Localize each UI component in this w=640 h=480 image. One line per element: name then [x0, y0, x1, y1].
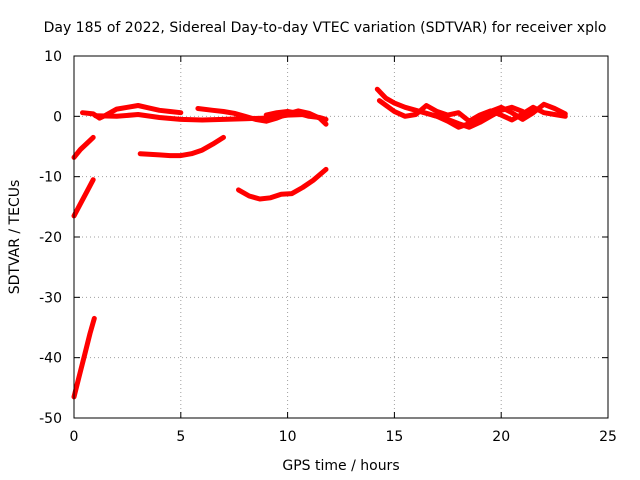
series-near-zero-d [263, 109, 329, 122]
series-late-b [376, 98, 568, 124]
x-tick-label: 0 [70, 429, 79, 445]
series-mid-arc [137, 134, 226, 159]
series-steep-low [71, 315, 97, 400]
series-lower-arc [236, 166, 329, 202]
y-tick-label: -30 [39, 290, 62, 306]
x-tick-label: 10 [279, 429, 297, 445]
series-late-c [430, 104, 526, 130]
series-layer [71, 86, 568, 400]
y-tick-label: 10 [44, 49, 62, 65]
tick-layer: 0 5 10 15 20 25 10 0 -10 -20 -30 -40 -50 [39, 49, 617, 445]
y-tick-label: -50 [39, 411, 62, 427]
series-steep-mid [71, 177, 96, 219]
y-tick-label: -20 [39, 230, 62, 246]
x-axis-label: GPS time / hours [282, 458, 399, 474]
x-tick-label: 25 [599, 429, 617, 445]
x-tick-label: 5 [176, 429, 185, 445]
x-tick-label: 15 [385, 429, 403, 445]
series-near-zero-c [195, 106, 329, 127]
y-axis-label: SDTVAR / TECUs [7, 180, 23, 295]
chart-title: Day 185 of 2022, Sidereal Day-to-day VTE… [44, 20, 607, 36]
x-tick-label: 20 [492, 429, 510, 445]
y-tick-label: 0 [53, 109, 62, 125]
y-tick-label: -40 [39, 351, 62, 367]
series-steep-upper [71, 134, 96, 160]
y-tick-label: -10 [39, 170, 62, 186]
